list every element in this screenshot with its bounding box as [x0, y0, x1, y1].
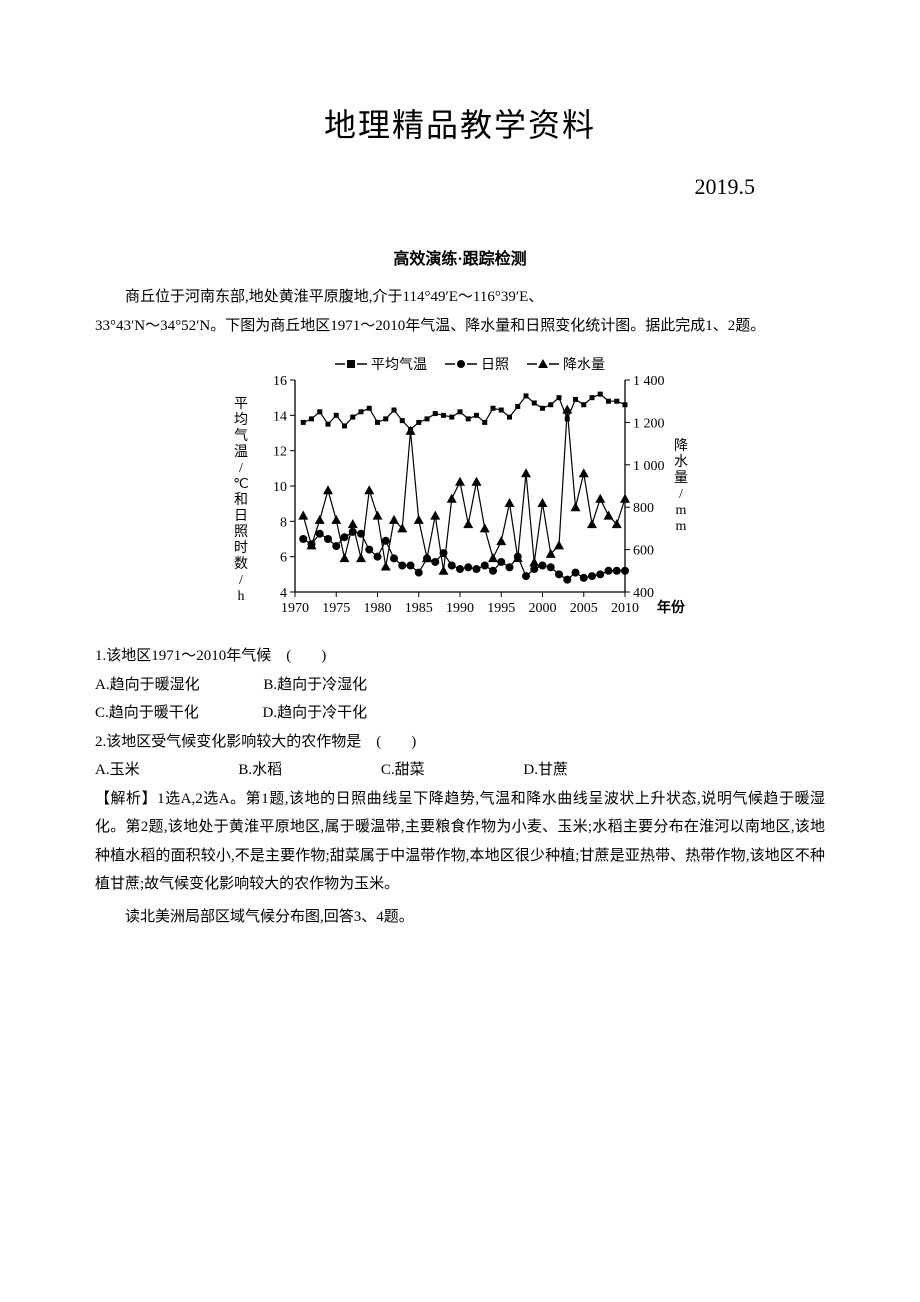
- date-line: 2019.5: [95, 174, 825, 200]
- q1-opt-b: B.趋向于冷湿化: [263, 671, 367, 700]
- q2-stem: 2.该地区受气候变化影响较大的农作物是 ( ): [95, 728, 825, 757]
- svg-text:m: m: [676, 519, 687, 534]
- q1-opt-c: C.趋向于暖干化: [95, 699, 199, 728]
- svg-text:1 200: 1 200: [633, 416, 665, 431]
- svg-text:1975: 1975: [322, 601, 350, 616]
- svg-text:16: 16: [273, 374, 287, 389]
- svg-text:400: 400: [633, 586, 654, 601]
- svg-text:1 000: 1 000: [633, 459, 665, 474]
- q2-opt-d: D.甘蔗: [523, 756, 568, 785]
- svg-text:12: 12: [273, 445, 287, 460]
- svg-text:/: /: [679, 487, 683, 502]
- next-prompt: 读北美洲局部区域气候分布图,回答3、4题。: [95, 903, 825, 932]
- svg-text:温: 温: [234, 444, 248, 460]
- svg-text:均: 均: [234, 412, 248, 428]
- svg-text:/: /: [239, 573, 243, 588]
- q1-opt-a: A.趋向于暖湿化: [95, 671, 200, 700]
- svg-text:平均气温: 平均气温: [371, 357, 427, 373]
- svg-text:1990: 1990: [446, 601, 474, 616]
- intro-p1: 商丘位于河南东部,地处黄淮平原腹地,介于114°49′E～116°39′E、: [95, 283, 825, 312]
- q2-options: A.玉米 B.水稻 C.甜菜 D.甘蔗: [95, 756, 825, 785]
- svg-text:600: 600: [633, 544, 654, 559]
- q2-opt-b: B.水稻: [238, 756, 282, 785]
- svg-text:/: /: [239, 461, 243, 476]
- svg-text:m: m: [676, 503, 687, 518]
- svg-text:℃: ℃: [233, 477, 249, 492]
- svg-text:平: 平: [234, 397, 248, 412]
- svg-text:2010: 2010: [611, 601, 639, 616]
- q1-stem: 1.该地区1971～2010年气候 ( ): [95, 642, 825, 671]
- chart-container: 4 6 8 10 12 14 16 400 600 800 1 000 1 200 1 400 1970 1…: [95, 350, 825, 630]
- section-title: 高效演练·跟踪检测: [95, 245, 825, 269]
- q2-opt-a: A.玉米: [95, 756, 140, 785]
- svg-text:水: 水: [674, 454, 688, 470]
- svg-text:h: h: [238, 589, 245, 604]
- svg-text:量: 量: [674, 470, 688, 486]
- q1-options-row1: A.趋向于暖湿化 B.趋向于冷湿化: [95, 671, 825, 700]
- svg-text:照: 照: [234, 525, 248, 540]
- q2-opt-c: C.甜菜: [381, 756, 425, 785]
- svg-text:时: 时: [234, 540, 248, 556]
- intro-p2: 33°43′N～34°52′N。下图为商丘地区1971～2010年气温、降水量和…: [95, 312, 825, 341]
- svg-text:日: 日: [234, 509, 248, 524]
- svg-text:1995: 1995: [487, 601, 515, 616]
- svg-text:1980: 1980: [364, 601, 392, 616]
- svg-text:2005: 2005: [570, 601, 598, 616]
- climate-chart: 4 6 8 10 12 14 16 400 600 800 1 000 1 200 1 400 1970 1…: [225, 350, 695, 630]
- svg-text:8: 8: [280, 515, 287, 530]
- svg-text:降: 降: [674, 438, 688, 454]
- svg-text:14: 14: [273, 409, 287, 424]
- svg-text:和: 和: [234, 492, 248, 508]
- q1-opt-d: D.趋向于冷干化: [263, 699, 368, 728]
- analysis-text: 【解析】1选A,2选A。第1题,该地的日照曲线呈下降趋势,气温和降水曲线呈波状上…: [95, 785, 825, 899]
- svg-text:1970: 1970: [281, 601, 309, 616]
- svg-text:气: 气: [234, 428, 248, 444]
- svg-text:1985: 1985: [405, 601, 433, 616]
- svg-text:数: 数: [234, 556, 248, 572]
- main-title: 地理精品教学资料: [95, 100, 825, 146]
- svg-text:4: 4: [280, 586, 287, 601]
- svg-text:2000: 2000: [529, 601, 557, 616]
- svg-text:1 400: 1 400: [633, 374, 665, 389]
- svg-text:降水量: 降水量: [563, 357, 605, 373]
- svg-text:日照: 日照: [481, 358, 509, 373]
- svg-text:10: 10: [273, 480, 287, 495]
- svg-text:年份: 年份: [657, 599, 686, 616]
- q1-options-row2: C.趋向于暖干化 D.趋向于冷干化: [95, 699, 825, 728]
- svg-text:6: 6: [280, 551, 287, 566]
- svg-text:800: 800: [633, 501, 654, 516]
